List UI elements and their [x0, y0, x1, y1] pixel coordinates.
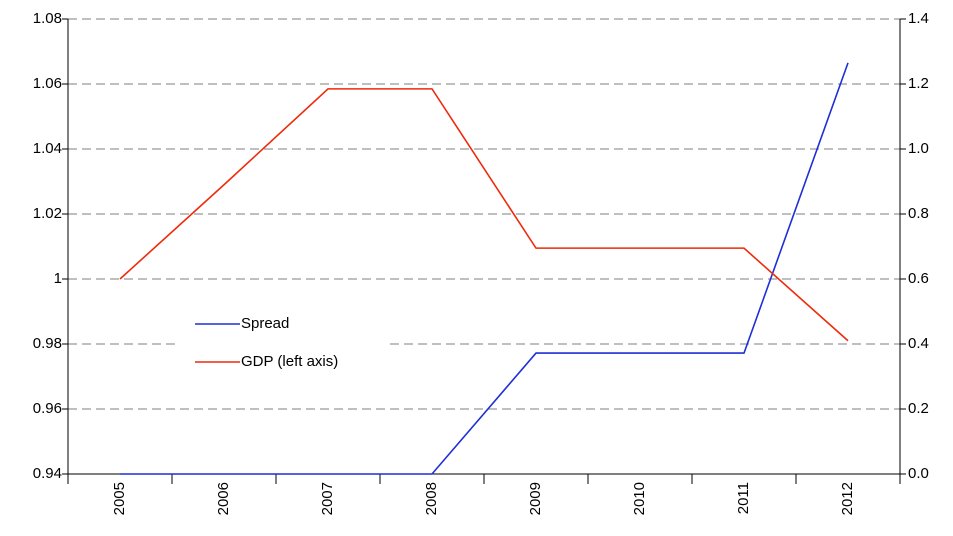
x-tick-label: 2011 — [735, 482, 752, 514]
y2-tick-label: 1.2 — [908, 75, 929, 92]
legend-label: Spread — [241, 315, 289, 332]
legend-box — [175, 305, 390, 375]
x-tick-label: 2006 — [215, 482, 232, 515]
y-tick-label: 0.94 — [33, 465, 62, 482]
x-tick-label: 2008 — [423, 482, 440, 515]
y-tick-label: 1.02 — [33, 205, 62, 222]
line-series — [120, 62, 849, 475]
y2-tick-label: 1.0 — [908, 140, 929, 157]
legend-label: GDP (left axis) — [241, 353, 338, 370]
x-tick-label: 2007 — [319, 482, 336, 515]
x-tick-label: 2012 — [839, 482, 856, 515]
y2-tick-label: 0.4 — [908, 335, 929, 352]
y2-tick-label: 0.6 — [908, 270, 929, 287]
y-tick-label: 1.06 — [33, 75, 62, 92]
x-tick-label: 2010 — [631, 482, 648, 515]
x-tick-label: 2009 — [527, 482, 544, 515]
y-tick-label: 0.98 — [33, 335, 62, 352]
y-tick-label: 1.04 — [33, 140, 62, 157]
y2-tick-label: 1.4 — [908, 10, 929, 27]
x-tick-label: 2005 — [111, 482, 128, 515]
y-tick-label: 1.08 — [33, 10, 62, 27]
y-tick-label: 0.96 — [33, 400, 62, 417]
y2-tick-label: 0.8 — [908, 205, 929, 222]
y2-tick-label: 0.2 — [908, 400, 929, 417]
line-series — [119, 88, 849, 342]
y-tick-label: 1 — [54, 270, 62, 287]
y2-tick-label: 0.0 — [908, 465, 929, 482]
